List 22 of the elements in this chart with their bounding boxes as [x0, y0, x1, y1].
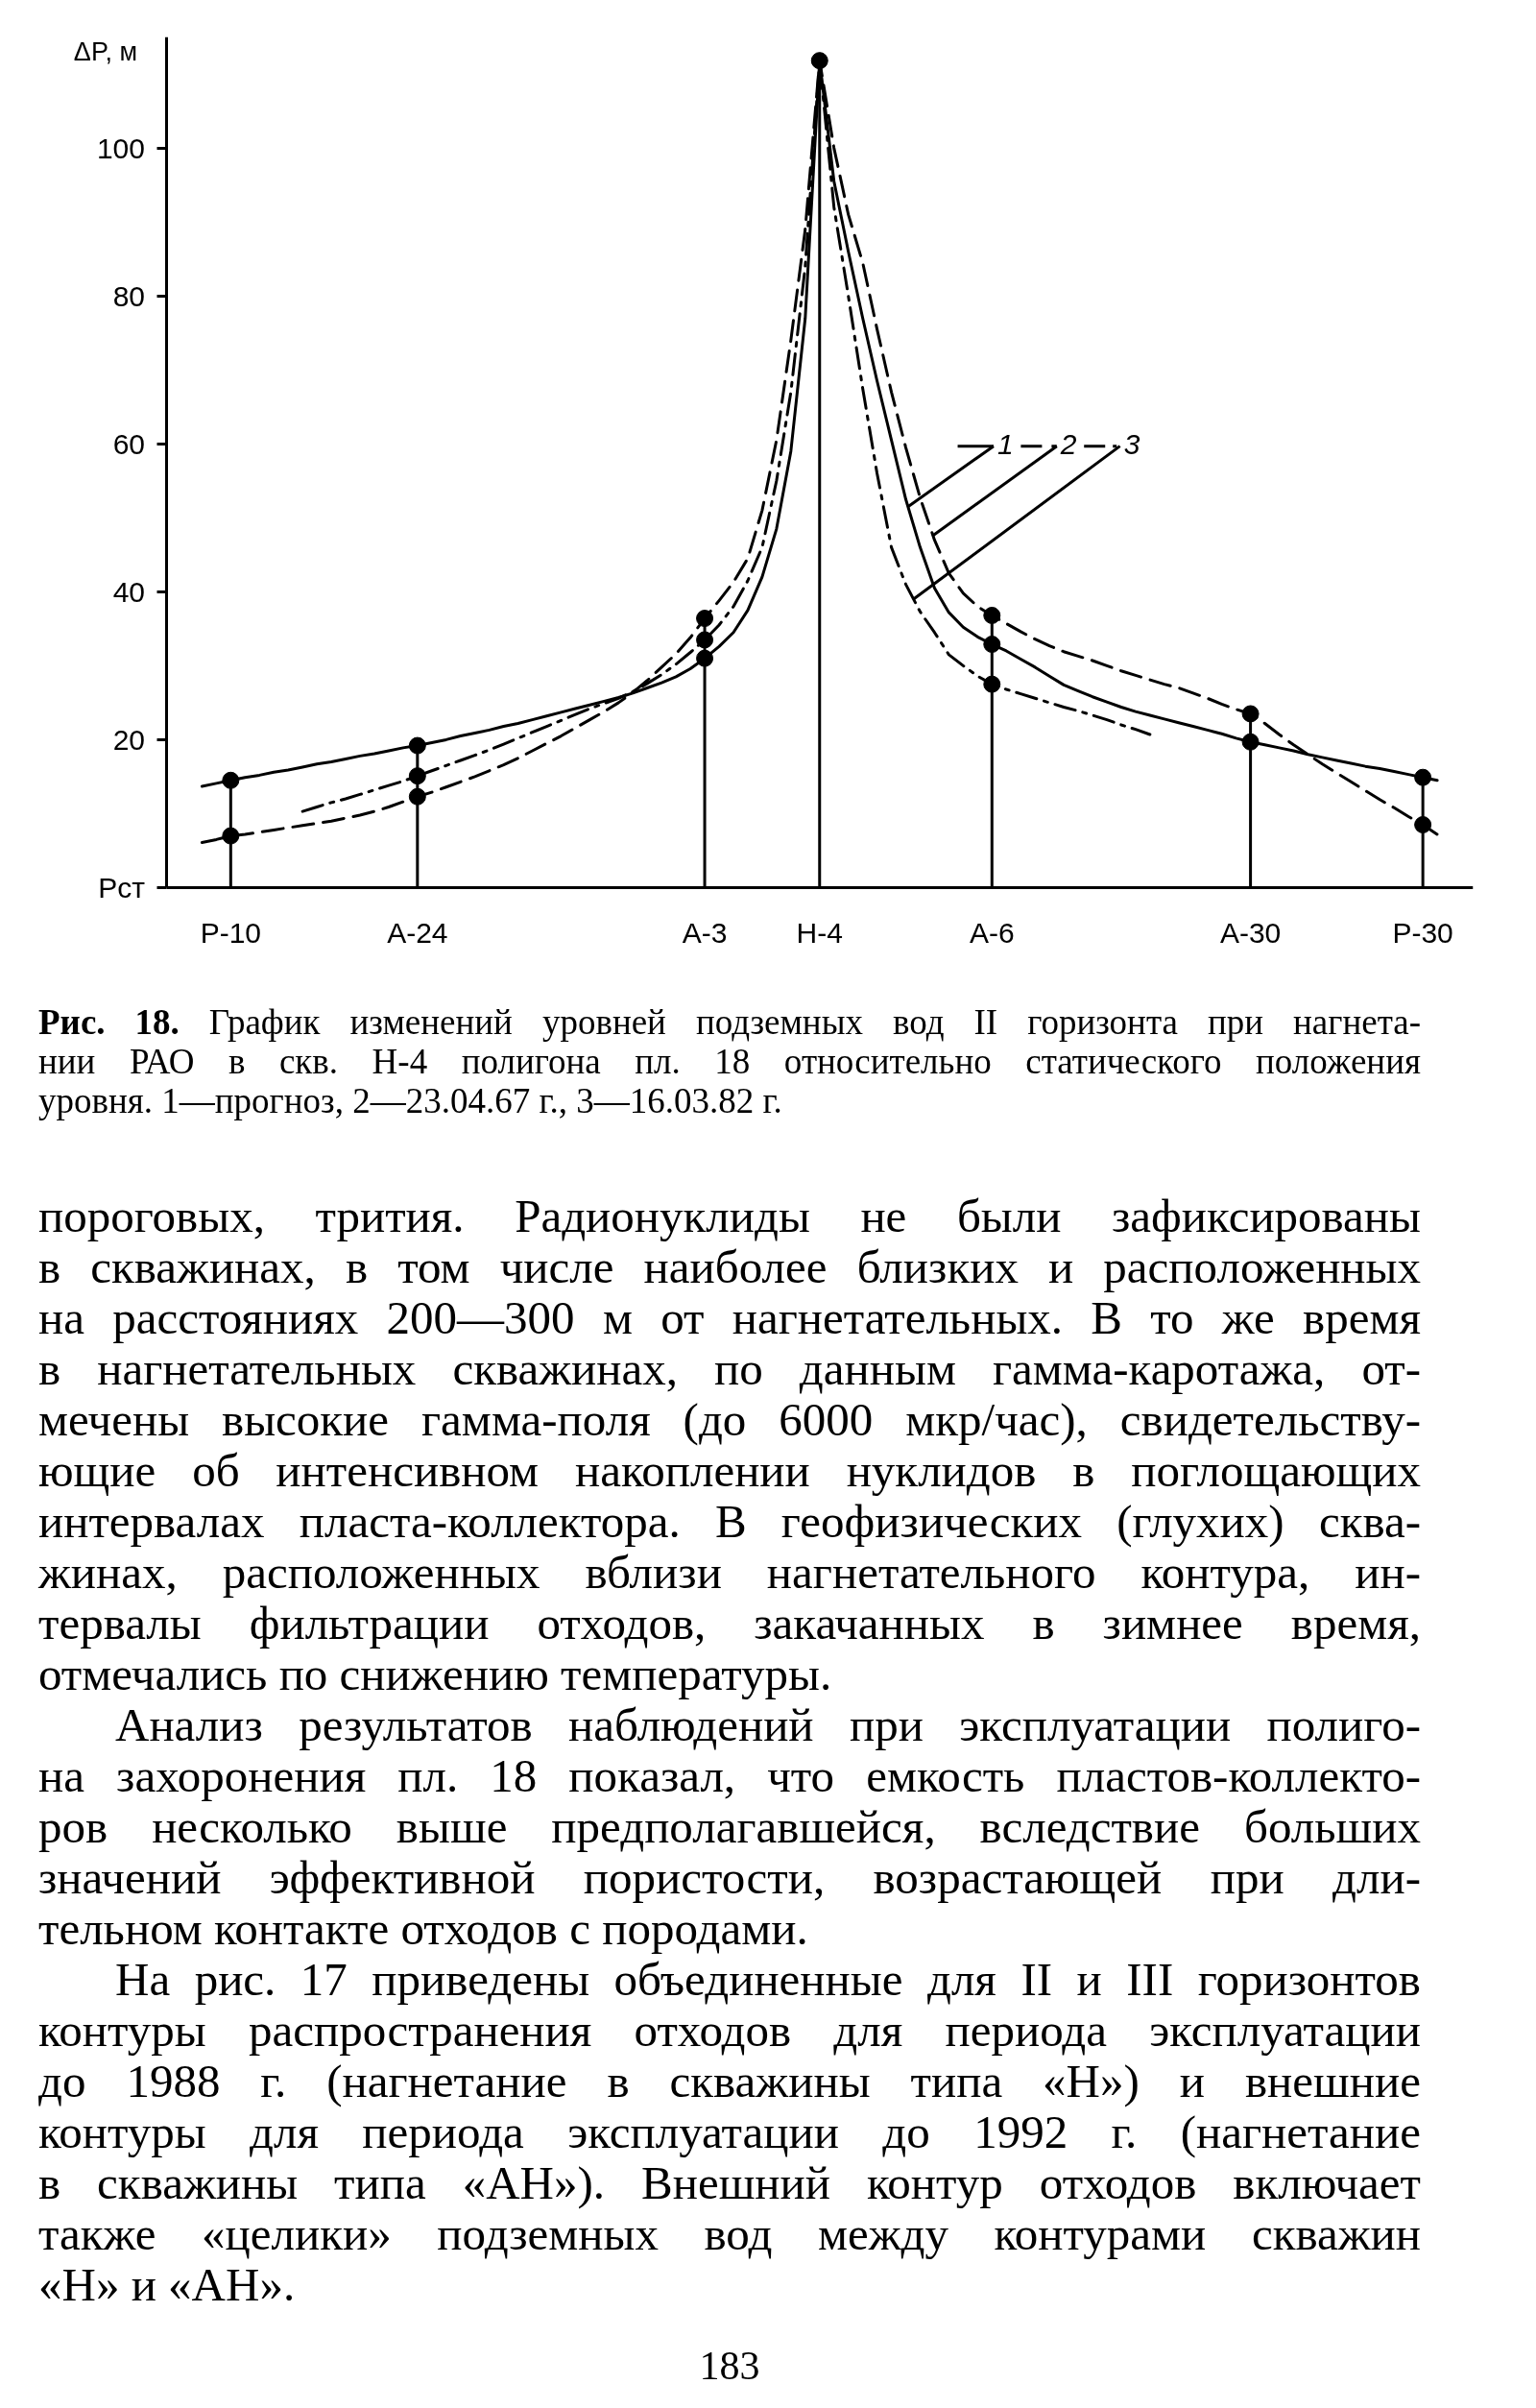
x-tick-label: Р-30 [1392, 916, 1453, 949]
text: Анализ результатов наблюдений при эксплуатации полиго- на захоронения пл. 18 показал, что емкость пластов-коллекто- ров несколько выше предполагавшейся, вследствие больших значений эффективной пористости, возрастающей при дли- тельном контакте отходов с породами. [38, 1698, 1421, 1955]
x-tick-label: Н-4 [796, 916, 843, 949]
x-tick-label: А-24 [387, 916, 448, 949]
y-tick-label: 40 [112, 575, 146, 608]
y-tick-label: 60 [112, 427, 146, 460]
legend-label: 1 [996, 427, 1014, 460]
legend-label: 3 [1123, 427, 1140, 460]
y-tick-label: 100 [96, 132, 146, 164]
y-tick-label: 80 [112, 279, 146, 312]
x-tick-label: А-6 [969, 916, 1015, 949]
y-tick-label: Pст [98, 872, 146, 903]
legend-label: 2 [1059, 427, 1077, 460]
y-axis-title: ΔP, м [73, 36, 138, 66]
text: пороговых, трития. Радионуклиды не были зафиксированы в скважинах, в том числе наиболее близких и расположенных на расстояниях 200—300 м от нагнетательных. В то же время в нагнетательных скважинах, по данным гамма-каротажа, от- мечены высокие гамма-поля (до 6000 мкр/час), свидетельству- ющие об интенсивном накоплении нуклидов в поглощающих интервалах пласта-коллектора. В геофизических (глухих) сква- жинах, расположенных вблизи нагнетательного контура, ин- тервалы фильтрации отходов, закачанных в зимнее время, отмечались по снижению температуры. [38, 1190, 1421, 1700]
y-tick-label: 20 [112, 723, 146, 756]
text: На рис. 17 приведены объединенные для II и III горизонтов контуры распространения отходов для периода эксплуатации до 1988 г. (нагнетание в скважины типа «Н») и внешние контуры для периода эксплуатации до 1992 г. (нагнетание в скважины типа «АН»). Внешний контур отходов включает также «целики» подземных вод между контурами скважин «Н» и «АН». [38, 1953, 1421, 2311]
text: Рис. 18. График изменений уровней подземных вод II горизонта при нагнета- нии РАО в скв. Н-4 полигона пл. 18 относительно статического положения уровня. 1—прогноз, 2—23.04.67 г., 3—16.03.82 г. [38, 1002, 1421, 1120]
x-tick-label: Р-10 [200, 916, 262, 949]
x-tick-label: А-30 [1219, 916, 1282, 949]
x-tick-label: А-3 [682, 916, 728, 949]
text: 183 [698, 2344, 761, 2388]
